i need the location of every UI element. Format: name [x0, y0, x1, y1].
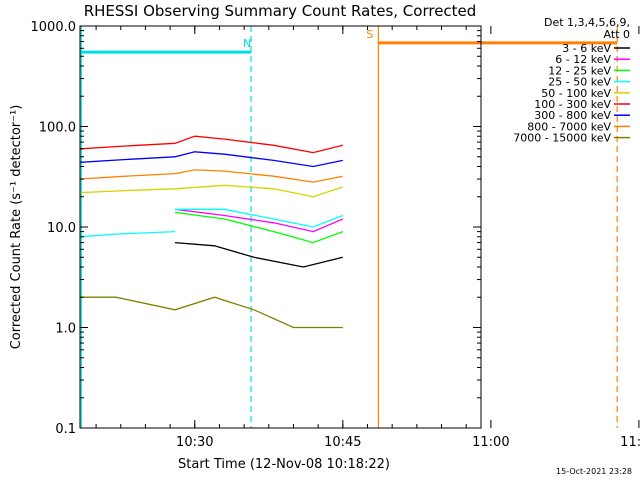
- series-line: [174, 211, 344, 244]
- y-axis-label: Corrected Count Rate (s⁻¹ detector⁻¹): [9, 105, 24, 350]
- legend-entry-label: 100 - 300 keV: [534, 98, 611, 111]
- legend-entry-label: 12 - 25 keV: [548, 64, 611, 77]
- y-tick-label: 1000.0: [31, 20, 77, 35]
- legend-header-line-2: Att 0: [604, 28, 630, 41]
- chart-title: RHESSI Observing Summary Count Rates, Co…: [84, 2, 477, 20]
- render-timestamp: 15-Oct-2021 23:28: [556, 467, 632, 476]
- x-tick-label: 11:15: [620, 435, 640, 450]
- legend-entry-label: 300 - 800 keV: [534, 109, 611, 122]
- series-line: [80, 151, 343, 168]
- legend-header-line-1: Det 1,3,4,5,6,9,: [544, 16, 630, 29]
- series-line: [80, 184, 344, 198]
- series-line: [80, 296, 343, 329]
- y-tick-label: 0.1: [55, 422, 76, 437]
- y-tick-label: 1.0: [55, 322, 76, 337]
- legend-entry-label: 50 - 100 keV: [541, 87, 611, 100]
- plot-area: NNS: [80, 26, 618, 428]
- y-tick-label: 10.0: [47, 221, 76, 236]
- legend-entry-label: 6 - 12 keV: [555, 53, 611, 66]
- y-axis: 0.1 1.0 10.0 100.0 1000.0: [31, 20, 481, 437]
- series-line: [80, 135, 343, 154]
- flag-label: N: [243, 37, 251, 50]
- x-tick-label: 10:30: [176, 435, 213, 450]
- legend-entry-label: 7000 - 15000 keV: [513, 132, 611, 145]
- legend-entry-label: 25 - 50 keV: [548, 76, 611, 89]
- series-line: [80, 169, 343, 183]
- legend-entry-label: 800 - 7000 keV: [527, 120, 611, 133]
- series-line: [80, 230, 176, 238]
- series-line: [175, 208, 344, 228]
- plot-frame: [79, 25, 482, 429]
- x-tick-label: 10:45: [324, 435, 361, 450]
- x-axis-label: Start Time (12-Nov-08 10:18:22): [178, 457, 390, 472]
- legend-entry-label: 3 - 6 keV: [562, 42, 611, 55]
- y-tick-label: 100.0: [39, 121, 76, 136]
- x-tick-label: 11:00: [472, 435, 509, 450]
- flag-label: S: [366, 28, 373, 41]
- series-line: [174, 241, 343, 268]
- series-line: [174, 208, 344, 233]
